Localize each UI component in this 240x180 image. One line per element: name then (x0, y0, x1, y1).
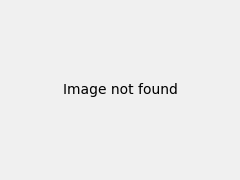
Text: Image not found: Image not found (63, 83, 177, 97)
